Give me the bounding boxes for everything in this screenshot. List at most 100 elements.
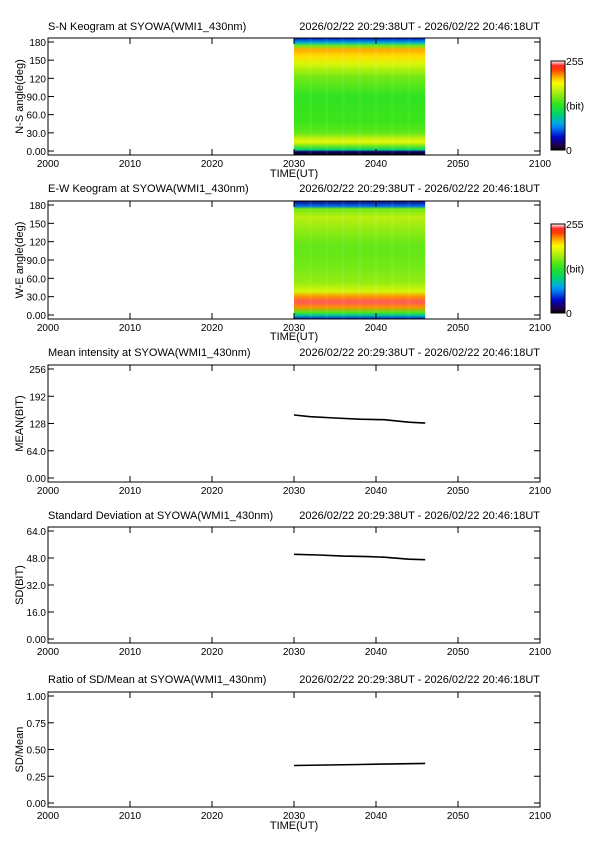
colorbar-unit-label: (bit)	[566, 264, 584, 276]
y-tick-label: 120	[29, 238, 46, 249]
colorbar-min-label: 0	[566, 308, 572, 320]
y-tick-label: 32.0	[27, 581, 47, 592]
x-axis-label: TIME(UT)	[270, 331, 318, 343]
x-tick-label: 2040	[365, 486, 388, 497]
colorbar-unit-label: (bit)	[566, 101, 584, 113]
panel-title: Mean intensity at SYOWA(WMI1_430nm)	[48, 347, 251, 359]
x-tick-label: 2010	[119, 486, 142, 497]
series-line	[293, 553, 426, 561]
x-tick-label: 2000	[37, 811, 60, 822]
x-tick-label: 2020	[201, 159, 224, 170]
y-tick-label: 120	[29, 74, 46, 85]
y-tick-label: 0.00	[27, 474, 47, 485]
x-tick-label: 2050	[447, 159, 470, 170]
y-tick-label: 1.00	[27, 692, 47, 703]
x-tick-label: 2050	[447, 486, 470, 497]
panel-title: Ratio of SD/Mean at SYOWA(WMI1_430nm)	[48, 674, 266, 686]
y-axis-label: N-S angle(deg)	[14, 59, 26, 134]
x-tick-label: 2050	[447, 811, 470, 822]
x-tick-label: 2100	[529, 811, 552, 822]
y-tick-label: 0.00	[27, 311, 47, 322]
y-tick-label: 150	[29, 219, 46, 230]
time-range: 2026/02/22 20:29:38UT - 2026/02/22 20:46…	[299, 510, 540, 522]
x-tick-label: 2100	[529, 323, 552, 334]
time-range: 2026/02/22 20:29:38UT - 2026/02/22 20:46…	[299, 674, 540, 686]
x-tick-label: 2020	[201, 323, 224, 334]
keogram-image	[294, 38, 426, 155]
series-line	[293, 762, 426, 767]
x-axis-label: TIME(UT)	[270, 820, 318, 832]
y-tick-label: 64.0	[27, 447, 47, 458]
colorbar-max-label: 255	[566, 219, 584, 231]
x-tick-label: 2030	[283, 323, 306, 334]
y-tick-label: 192	[29, 392, 46, 403]
x-tick-label: 2040	[365, 323, 388, 334]
y-tick-label: 0.00	[27, 147, 47, 158]
panel-5: 2000 2010 2020 2030 2040 2050 2100 0.00 0.25 0.50…	[14, 674, 552, 832]
x-axis-label: TIME(UT)	[270, 168, 318, 180]
x-tick-label: 2040	[365, 811, 388, 822]
y-tick-label: 150	[29, 56, 46, 67]
plot-frame	[47, 691, 541, 808]
x-tick-label: 2020	[201, 486, 224, 497]
colorbar	[550, 223, 566, 314]
y-axis-label: SD(BIT)	[14, 565, 26, 605]
x-tick-label: 2000	[37, 159, 60, 170]
y-tick-label: 90.0	[27, 93, 47, 104]
x-tick-label: 2010	[119, 323, 142, 334]
plot-frame	[47, 526, 541, 644]
x-tick-label: 2040	[365, 159, 388, 170]
keogram-image	[294, 201, 426, 319]
panel-1: 2000 2010 2020 2030 2040 2050 2100 0.00 30.0 60.0…	[14, 21, 584, 180]
x-tick-label: 2100	[529, 647, 552, 658]
y-tick-label: 0.50	[27, 746, 47, 757]
x-tick-label: 2030	[283, 647, 306, 658]
x-tick-label: 2010	[119, 647, 142, 658]
colorbar-min-label: 0	[566, 145, 572, 157]
y-axis-label: MEAN(BIT)	[14, 395, 26, 451]
x-tick-label: 2100	[529, 486, 552, 497]
series-line	[293, 414, 426, 424]
x-tick-label: 2000	[37, 323, 60, 334]
x-tick-label: 2000	[37, 647, 60, 658]
y-tick-label: 180	[29, 201, 46, 212]
y-tick-label: 64.0	[27, 527, 47, 538]
y-tick-label: 0.00	[27, 635, 47, 646]
panel-title: S-N Keogram at SYOWA(WMI1_430nm)	[48, 21, 246, 33]
x-tick-label: 2010	[119, 159, 142, 170]
y-tick-label: 90.0	[27, 256, 47, 267]
x-tick-label: 2030	[283, 811, 306, 822]
x-tick-label: 2040	[365, 647, 388, 658]
panel-3: 2000 2010 2020 2030 2040 2050 2100 0.00 64.0 128 1…	[14, 347, 552, 497]
panel-4: 2000 2010 2020 2030 2040 2050 2100 0.00 16.0 32.0…	[14, 510, 552, 658]
panel-2: 2000 2010 2020 2030 2040 2050 2100 0.00 30.0 60.0…	[14, 183, 584, 343]
time-range: 2026/02/22 20:29:38UT - 2026/02/22 20:46…	[299, 21, 540, 33]
y-tick-label: 256	[29, 365, 46, 376]
y-tick-label: 30.0	[27, 129, 47, 140]
x-tick-label: 2050	[447, 647, 470, 658]
x-tick-label: 2030	[283, 159, 306, 170]
y-tick-label: 128	[29, 420, 46, 431]
x-tick-label: 2010	[119, 811, 142, 822]
x-tick-label: 2050	[447, 323, 470, 334]
plot-frame	[47, 364, 541, 483]
y-tick-label: 0.00	[27, 799, 47, 810]
y-axis-label: W-E angle(deg)	[14, 222, 26, 299]
y-tick-label: 0.75	[27, 719, 47, 730]
y-tick-label: 48.0	[27, 554, 47, 565]
panel-title: E-W Keogram at SYOWA(WMI1_430nm)	[48, 183, 249, 195]
y-axis-label: SD/Mean	[14, 727, 26, 773]
x-tick-label: 2020	[201, 647, 224, 658]
x-tick-label: 2100	[529, 159, 552, 170]
y-tick-label: 60.0	[27, 111, 47, 122]
y-tick-label: 16.0	[27, 608, 47, 619]
y-tick-label: 30.0	[27, 293, 47, 304]
x-tick-label: 2000	[37, 486, 60, 497]
colorbar-max-label: 255	[566, 56, 584, 68]
y-tick-label: 0.25	[27, 772, 47, 783]
y-tick-label: 180	[29, 38, 46, 49]
y-tick-label: 60.0	[27, 274, 47, 285]
x-tick-label: 2030	[283, 486, 306, 497]
time-range: 2026/02/22 20:29:38UT - 2026/02/22 20:46…	[299, 347, 540, 359]
